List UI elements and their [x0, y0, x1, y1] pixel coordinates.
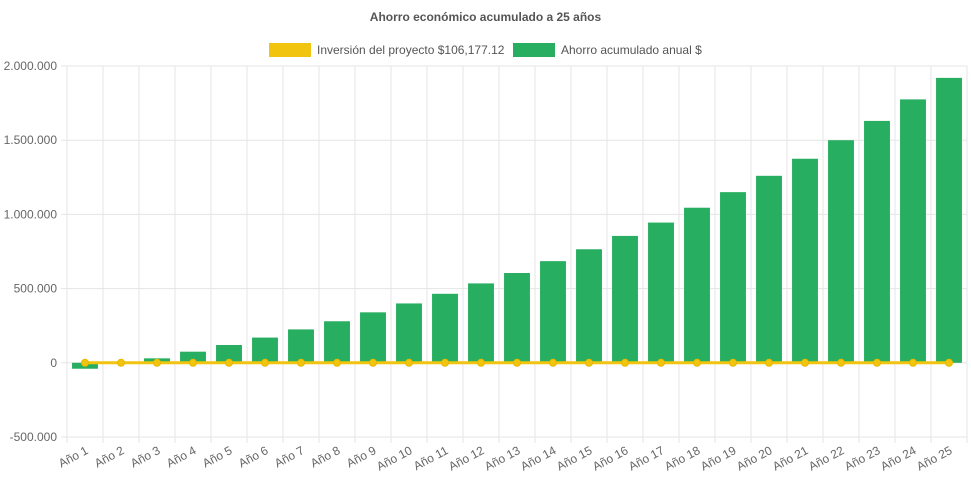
line-point	[333, 358, 341, 367]
bar	[864, 120, 890, 363]
x-tick-label: Año 17	[626, 443, 666, 473]
x-tick-label: Año 1	[56, 443, 91, 470]
x-tick-label: Año 23	[842, 443, 882, 473]
x-tick-label: Año 14	[518, 443, 558, 473]
x-tick-label: Año 4	[164, 443, 199, 470]
x-tick-label: Año 9	[344, 443, 379, 470]
y-tick-label: 1.000.000	[4, 207, 58, 221]
bar	[216, 344, 242, 363]
line-point	[873, 358, 881, 367]
bar	[180, 351, 206, 363]
y-tick-label: 500.000	[14, 282, 58, 296]
x-tick-label: Año 10	[374, 443, 414, 473]
bar	[720, 192, 746, 363]
line-series	[81, 358, 953, 367]
line-point	[225, 358, 233, 367]
legend-label-savings: Ahorro acumulado anual $	[561, 43, 702, 57]
bar	[360, 312, 386, 363]
x-tick-label: Año 24	[878, 443, 918, 473]
line-point	[621, 358, 629, 367]
bar	[396, 303, 422, 363]
bar	[432, 293, 458, 363]
line-point	[369, 358, 377, 367]
line-point	[405, 358, 413, 367]
bar	[828, 140, 854, 363]
line-point	[441, 358, 449, 367]
bar-series	[72, 77, 962, 369]
bar	[540, 261, 566, 363]
chart-title: Ahorro económico acumulado a 25 años	[370, 10, 602, 24]
bar	[468, 283, 494, 363]
bar	[576, 249, 602, 363]
x-axis: Año 1 Año 2 Año 3 Año 4 Año 5 Año 6 Año 7 Año 8…	[56, 443, 955, 473]
bar	[648, 222, 674, 363]
line-point	[945, 358, 953, 367]
x-tick-label: Año 6	[236, 443, 271, 470]
line-point	[729, 358, 737, 367]
y-tick-label: 0	[50, 356, 57, 370]
x-tick-label: Año 21	[770, 443, 810, 473]
x-tick-label: Año 22	[806, 443, 846, 473]
x-tick-label: Año 8	[308, 443, 343, 470]
y-tick-label: 2.000.000	[4, 59, 58, 73]
x-tick-label: Año 3	[128, 443, 163, 470]
bar	[792, 158, 818, 363]
line-point	[693, 358, 701, 367]
bar	[252, 337, 278, 363]
line-point	[513, 358, 521, 367]
x-tick-label: Año 2	[92, 443, 127, 470]
x-tick-label: Año 19	[698, 443, 738, 473]
line-point	[837, 358, 845, 367]
line-point	[477, 358, 485, 367]
x-tick-label: Año 13	[482, 443, 522, 473]
x-tick-label: Año 5	[200, 443, 235, 470]
line-point	[153, 358, 161, 367]
bar	[936, 77, 962, 363]
bar	[504, 273, 530, 363]
grid	[61, 65, 968, 443]
x-tick-label: Año 11	[411, 443, 451, 473]
legend-swatch-savings	[513, 43, 555, 57]
x-tick-label: Año 18	[662, 443, 702, 473]
y-tick-label: 1.500.000	[4, 133, 58, 147]
line-point	[549, 358, 557, 367]
y-axis: -500.000 0 500.000 1.000.000 1.500.000 2.000.…	[4, 59, 58, 444]
bar	[324, 321, 350, 363]
line-point	[81, 358, 89, 367]
legend-label-investment: Inversión del proyecto $106,177.12	[317, 43, 505, 57]
line-point	[801, 358, 809, 367]
line-point	[585, 358, 593, 367]
x-tick-label: Año 15	[554, 443, 594, 473]
line-point	[657, 358, 665, 367]
line-point	[765, 358, 773, 367]
x-tick-label: Año 7	[272, 443, 307, 470]
bar	[612, 235, 638, 363]
legend: Inversión del proyecto $106,177.12 Ahorro…	[269, 43, 702, 57]
legend-swatch-investment	[269, 43, 311, 57]
x-tick-label: Año 25	[914, 443, 954, 473]
bar	[756, 175, 782, 363]
line-point	[261, 358, 269, 367]
x-tick-label: Año 16	[590, 443, 630, 473]
line-point	[909, 358, 917, 367]
bar	[288, 329, 314, 363]
line-point	[297, 358, 305, 367]
line-point	[189, 358, 197, 367]
bar	[900, 99, 926, 363]
line-point	[117, 358, 125, 367]
bar	[684, 207, 710, 363]
x-tick-label: Año 12	[446, 443, 486, 473]
y-tick-label: -500.000	[10, 430, 58, 444]
x-tick-label: Año 20	[734, 443, 774, 473]
